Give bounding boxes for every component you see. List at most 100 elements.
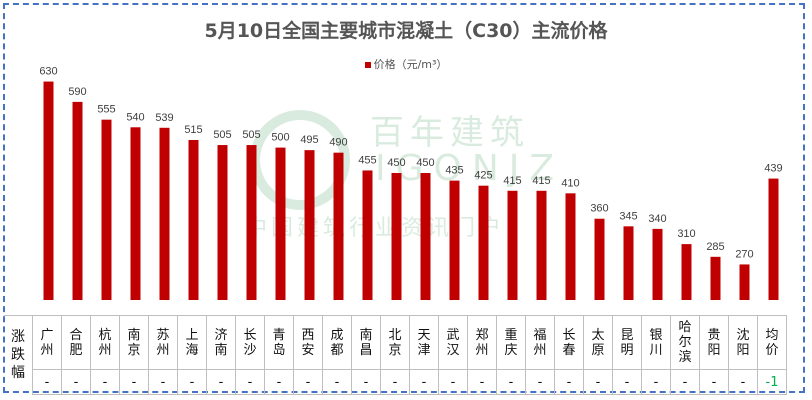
bar-北京	[391, 173, 402, 300]
data-label: 455	[358, 154, 376, 166]
change-cell: -	[409, 369, 439, 395]
data-label: 345	[619, 210, 637, 222]
data-label: 285	[706, 241, 724, 253]
data-label: 450	[387, 157, 405, 169]
chart-title: 5月10日全国主要城市混凝土（C30）主流价格	[204, 20, 608, 42]
bar-天津	[420, 173, 431, 300]
change-cell: -	[351, 369, 381, 395]
data-label: 450	[416, 157, 434, 169]
category-text: 郑州	[475, 327, 489, 358]
category-label: 昆明	[612, 315, 642, 370]
category-label: 郑州	[467, 315, 497, 370]
bar-哈尔滨	[681, 244, 692, 300]
bar-银川	[652, 228, 663, 300]
change-cell: -	[583, 369, 613, 395]
category-label: 杭州	[90, 315, 120, 370]
data-label: 310	[677, 228, 695, 240]
category-text: 福州	[533, 327, 547, 358]
data-label: 270	[735, 248, 753, 260]
category-text: 哈尔滨	[678, 320, 692, 365]
category-text: 济南	[214, 327, 228, 358]
change-cell: -	[380, 369, 410, 395]
category-text: 天津	[417, 327, 431, 358]
bar-长春	[565, 193, 576, 300]
category-label: 南京	[119, 315, 149, 370]
data-label: 415	[503, 175, 521, 187]
data-label: 590	[68, 86, 86, 98]
category-label: 合肥	[61, 315, 91, 370]
change-cell: -	[32, 369, 62, 395]
bar-南京	[130, 127, 141, 300]
bar-长沙	[246, 145, 257, 300]
bar-西安	[304, 150, 315, 300]
bar-青岛	[275, 147, 286, 300]
bar-合肥	[72, 101, 83, 300]
category-label: 长沙	[235, 315, 265, 370]
change-cell: -	[293, 369, 323, 395]
bar-福州	[536, 190, 547, 300]
category-label: 太原	[583, 315, 613, 370]
category-label: 广州	[32, 315, 62, 370]
data-label: 340	[648, 213, 666, 225]
change-cell: -	[90, 369, 120, 395]
category-label: 苏州	[148, 315, 178, 370]
category-label: 银川	[641, 315, 671, 370]
category-text: 昆明	[620, 327, 634, 358]
change-cell: -	[699, 369, 729, 395]
category-text: 广州	[40, 327, 54, 358]
bar-昆明	[623, 226, 634, 300]
change-cell: -	[264, 369, 294, 395]
data-label: 500	[271, 132, 289, 144]
category-text: 重庆	[504, 327, 518, 358]
category-text: 北京	[388, 327, 402, 358]
bar-重庆	[507, 190, 518, 300]
bar-均价	[768, 178, 779, 300]
category-text: 均价	[765, 327, 779, 358]
data-label: 415	[532, 175, 550, 187]
data-label: 539	[155, 112, 173, 124]
legend-label: 价格（元/m³）	[373, 58, 448, 71]
category-text: 南京	[127, 327, 141, 358]
change-cell: -	[670, 369, 700, 395]
change-cell: -	[496, 369, 526, 395]
category-label: 哈尔滨	[670, 315, 700, 370]
category-label: 长春	[554, 315, 584, 370]
change-cell: -	[61, 369, 91, 395]
bar-郑州	[478, 185, 489, 300]
category-label: 武汉	[438, 315, 468, 370]
category-text: 上海	[185, 327, 199, 358]
bar-太原	[594, 218, 605, 300]
category-text: 贵阳	[707, 327, 721, 358]
bar-广州	[43, 81, 54, 300]
data-label: 490	[329, 137, 347, 149]
bar-上海	[188, 139, 199, 300]
bar-沈阳	[739, 264, 750, 300]
category-text: 青岛	[272, 327, 286, 358]
legend-swatch	[364, 62, 371, 68]
data-label: 439	[764, 163, 782, 175]
change-cell: -	[235, 369, 265, 395]
category-text: 太原	[591, 327, 605, 358]
category-text: 西安	[301, 327, 315, 358]
category-text: 长春	[562, 327, 576, 358]
category-label: 均价	[757, 315, 787, 370]
category-label: 沈阳	[728, 315, 758, 370]
change-cell: -	[322, 369, 352, 395]
legend: 价格（元/m³）	[0, 56, 812, 72]
bar-贵阳	[710, 256, 721, 300]
category-text: 杭州	[98, 327, 112, 358]
change-cell: -	[438, 369, 468, 395]
category-text: 苏州	[156, 327, 170, 358]
data-label: 540	[126, 111, 144, 123]
data-label: 360	[590, 203, 608, 215]
category-text: 南昌	[359, 327, 373, 358]
category-label: 西安	[293, 315, 323, 370]
change-cell: -1	[757, 369, 787, 395]
change-cell: -	[612, 369, 642, 395]
category-label: 贵阳	[699, 315, 729, 370]
data-label: 515	[184, 124, 202, 136]
watermark: 百年建筑 IGONJZ 中国建筑行业资讯门户	[240, 100, 600, 250]
category-text: 银川	[649, 327, 663, 358]
category-label: 重庆	[496, 315, 526, 370]
category-label: 上海	[177, 315, 207, 370]
